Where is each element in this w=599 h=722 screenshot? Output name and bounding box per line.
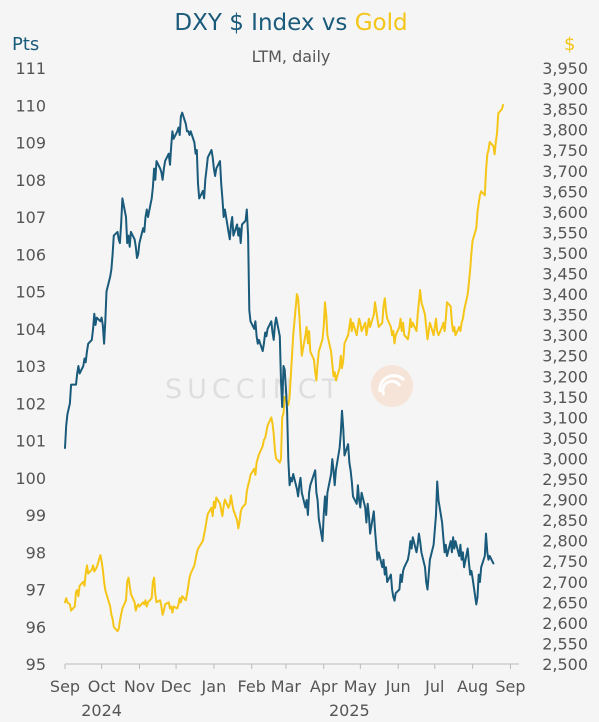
y-right-tick-label: 2,750 [542,552,588,571]
year-label: 2025 [329,701,370,720]
year-label: 2024 [81,701,122,720]
x-tick-label: Oct [88,677,116,696]
y-left-tick-label: 97 [26,581,46,600]
y-right-tick-label: 2,900 [542,491,588,510]
watermark: SUCCINCT [165,365,413,407]
y-right-tick-label: 3,300 [542,326,588,345]
dxy-series-line [64,111,495,606]
y-left-tick-label: 95 [26,655,46,674]
y-right-tick-label: 3,450 [542,265,588,284]
y-right-tick-label: 3,250 [542,347,588,366]
y-right-tick-label: 3,600 [542,203,588,222]
y-right-tick-label: 2,600 [542,614,588,633]
y-right-tick-label: 3,200 [542,367,588,386]
y-right-tick-label: 3,850 [542,100,588,119]
y-right-tick-label: 3,950 [542,59,588,78]
title-dxy: DXY $ Index [174,10,314,36]
x-tick-label: Aug [457,677,488,696]
watermark-logo-icon [371,365,413,407]
y-right-tick-label: 3,550 [542,223,588,242]
y-left-tick-label: 101 [15,432,46,451]
y-right-tick-label: 3,750 [542,141,588,160]
x-tick-label: Mar [271,677,302,696]
left-axis-unit: Pts [12,34,39,55]
x-tick-label: Sep [50,677,80,696]
y-left-tick-label: 96 [26,618,46,637]
x-tick-label: May [344,677,377,696]
x-tick-label: Sep [495,677,525,696]
y-right-tick-label: 3,650 [542,182,588,201]
y-left-tick-label: 98 [26,543,46,562]
y-left-tick-label: 111 [15,59,46,78]
x-tick-label: Jun [385,677,411,696]
x-tick-label: Apr [310,677,338,696]
x-tick-label: Jan [201,677,227,696]
y-right-tick-label: 2,800 [542,532,588,551]
title-gold: Gold [355,10,408,36]
axes: Sep Oct Nov Dec Jan Feb Mar Apr May Jun Jul Aug Sep2… [15,59,588,720]
y-left-tick-label: 105 [15,283,46,302]
y-right-tick-label: 3,000 [542,449,588,468]
y-right-tick-label: 2,950 [542,470,588,489]
y-right-tick-label: 2,850 [542,511,588,530]
y-right-tick-label: 3,400 [542,285,588,304]
series-layer [64,104,505,633]
y-left-tick-label: 109 [15,134,46,153]
y-left-tick-label: 103 [15,357,46,376]
watermark-text: SUCCINCT [165,374,343,405]
gold-series-line [64,104,505,633]
y-left-tick-label: 107 [15,208,46,227]
y-left-tick-label: 104 [15,320,46,339]
y-right-tick-label: 3,800 [542,121,588,140]
y-right-tick-label: 2,650 [542,593,588,612]
y-left-tick-label: 106 [15,245,46,264]
y-right-tick-label: 3,500 [542,244,588,263]
right-axis-unit: $ [564,34,575,55]
chart-title: DXY $ Index vs Gold [174,10,407,36]
y-right-tick-label: 3,700 [542,162,588,181]
y-left-tick-label: 102 [15,394,46,413]
y-right-tick-label: 3,900 [542,80,588,99]
x-tick-label: Feb [238,677,266,696]
y-right-tick-label: 2,550 [542,634,588,653]
y-right-tick-label: 3,350 [542,306,588,325]
y-right-tick-label: 3,050 [542,429,588,448]
x-tick-label: Jul [424,677,444,696]
y-right-tick-label: 2,700 [542,573,588,592]
chart-subtitle: LTM, daily [252,47,331,66]
x-tick-label: Nov [124,677,155,696]
x-tick-label: Dec [161,677,192,696]
y-left-tick-label: 99 [26,506,46,525]
y-left-tick-label: 110 [15,96,46,115]
title-vs: vs [314,10,354,36]
y-left-tick-label: 100 [15,469,46,488]
y-right-tick-label: 2,500 [542,655,588,674]
y-right-tick-label: 3,100 [542,408,588,427]
y-right-tick-label: 3,150 [542,388,588,407]
y-left-tick-label: 108 [15,171,46,190]
